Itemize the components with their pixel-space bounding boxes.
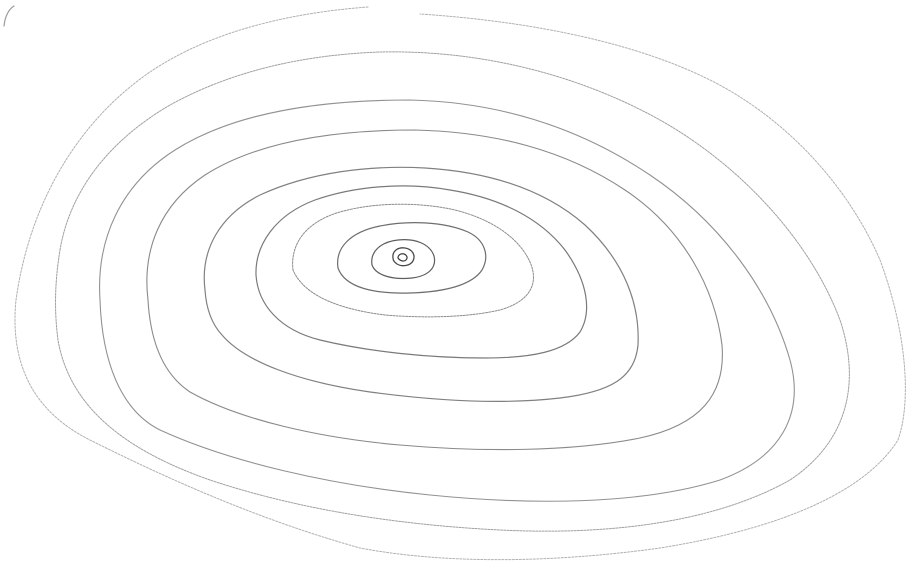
contour-line-7 xyxy=(292,203,534,318)
contour-line-11 xyxy=(397,253,408,262)
contour-line-3 xyxy=(99,99,795,502)
contour-line-9 xyxy=(371,239,436,280)
contour-line-4 xyxy=(146,129,723,451)
contour-line-6 xyxy=(255,185,588,359)
contour-line-10 xyxy=(392,247,415,267)
contour-line-8 xyxy=(337,222,487,294)
contour-line-5 xyxy=(203,166,639,402)
contour-line-1 xyxy=(14,6,906,561)
contour-line-2 xyxy=(55,51,850,532)
corner-stroke xyxy=(3,5,15,27)
